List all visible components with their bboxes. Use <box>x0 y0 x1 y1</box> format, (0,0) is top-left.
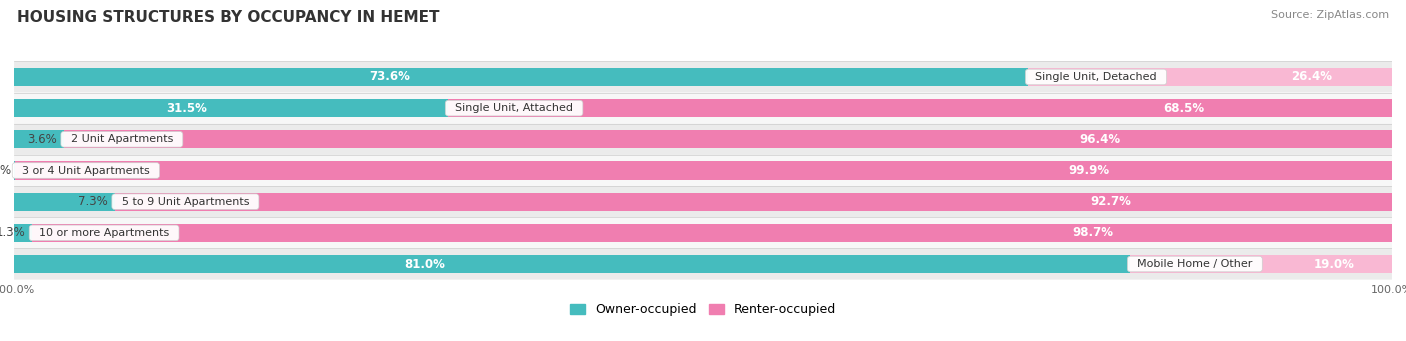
Text: Single Unit, Attached: Single Unit, Attached <box>449 103 581 113</box>
Bar <box>1130 255 1392 273</box>
Text: 0.07%: 0.07% <box>0 164 11 177</box>
FancyBboxPatch shape <box>14 124 1392 155</box>
Bar <box>115 193 1392 211</box>
Text: Single Unit, Detached: Single Unit, Detached <box>1028 72 1164 82</box>
Text: Mobile Home / Other: Mobile Home / Other <box>1130 259 1260 269</box>
Bar <box>15 161 1392 180</box>
Text: 96.4%: 96.4% <box>1080 133 1121 146</box>
Text: 31.5%: 31.5% <box>166 102 207 115</box>
Text: 1.3%: 1.3% <box>0 226 25 239</box>
Text: 5 to 9 Unit Apartments: 5 to 9 Unit Apartments <box>115 197 256 207</box>
FancyBboxPatch shape <box>14 186 1392 217</box>
Text: 19.0%: 19.0% <box>1315 257 1355 270</box>
Bar <box>14 224 32 242</box>
FancyBboxPatch shape <box>14 92 1392 124</box>
Text: Source: ZipAtlas.com: Source: ZipAtlas.com <box>1271 10 1389 20</box>
Text: HOUSING STRUCTURES BY OCCUPANCY IN HEMET: HOUSING STRUCTURES BY OCCUPANCY IN HEMET <box>17 10 439 25</box>
FancyBboxPatch shape <box>14 61 1392 92</box>
Bar <box>14 193 115 211</box>
Text: 73.6%: 73.6% <box>368 71 411 84</box>
Text: 2 Unit Apartments: 2 Unit Apartments <box>63 134 180 144</box>
FancyBboxPatch shape <box>14 249 1392 280</box>
Text: 92.7%: 92.7% <box>1091 195 1132 208</box>
Text: 99.9%: 99.9% <box>1069 164 1109 177</box>
Bar <box>32 224 1392 242</box>
Text: 3 or 4 Unit Apartments: 3 or 4 Unit Apartments <box>15 165 157 176</box>
FancyBboxPatch shape <box>14 217 1392 249</box>
Text: 3.6%: 3.6% <box>27 133 56 146</box>
Text: 7.3%: 7.3% <box>77 195 108 208</box>
Text: 26.4%: 26.4% <box>1292 71 1333 84</box>
Legend: Owner-occupied, Renter-occupied: Owner-occupied, Renter-occupied <box>565 298 841 321</box>
Text: 98.7%: 98.7% <box>1073 226 1114 239</box>
FancyBboxPatch shape <box>14 155 1392 186</box>
Bar <box>14 255 1130 273</box>
Text: 68.5%: 68.5% <box>1164 102 1205 115</box>
Bar <box>14 130 63 148</box>
Bar <box>449 99 1392 117</box>
Text: 10 or more Apartments: 10 or more Apartments <box>32 228 176 238</box>
Text: 81.0%: 81.0% <box>405 257 446 270</box>
Bar <box>14 68 1028 86</box>
Bar <box>63 130 1392 148</box>
Bar <box>1028 68 1392 86</box>
Bar <box>14 99 449 117</box>
